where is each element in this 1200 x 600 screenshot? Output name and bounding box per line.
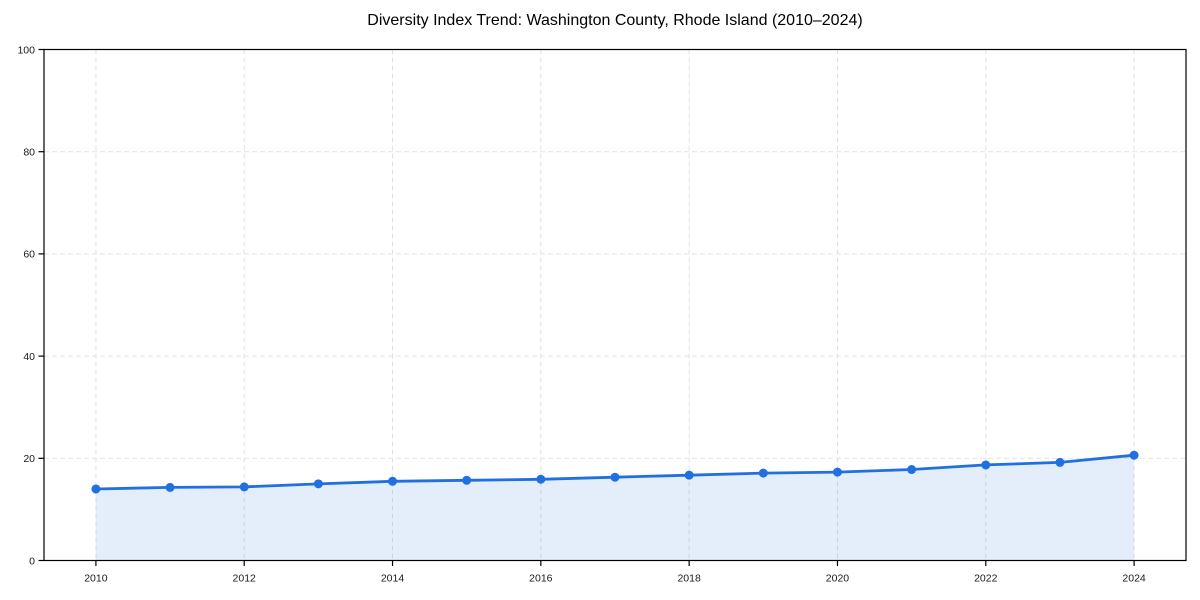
y-tick-label: 60: [23, 249, 35, 261]
y-tick-label: 80: [23, 147, 35, 159]
plot-border: [43, 48, 1187, 562]
data-point-marker: [536, 474, 546, 484]
x-tick-label: 2024: [1122, 573, 1146, 585]
x-tick-label: 2012: [233, 573, 257, 585]
x-tick-label: 2010: [84, 573, 108, 585]
x-tick-label: 2022: [974, 573, 998, 585]
y-tick-label: 40: [23, 351, 35, 363]
data-point-marker: [907, 465, 917, 475]
y-tick-label: 0: [29, 555, 35, 567]
data-point-marker: [388, 476, 398, 486]
x-tick-label: 2018: [677, 573, 701, 585]
chart-title: Diversity Index Trend: Washington County…: [367, 12, 863, 29]
data-point-marker: [91, 484, 101, 494]
data-point-marker: [684, 470, 694, 480]
data-point-marker: [610, 472, 620, 482]
x-tick-label: 2016: [529, 573, 553, 585]
data-point-marker: [239, 482, 249, 492]
data-point-marker: [832, 467, 842, 477]
data-point-marker: [758, 468, 768, 478]
data-point-marker: [462, 475, 472, 485]
data-point-marker: [1129, 450, 1139, 460]
y-tick-label: 20: [23, 453, 35, 465]
y-tick-label: 100: [17, 44, 35, 56]
data-point-marker: [165, 482, 175, 492]
x-tick-label: 2014: [381, 573, 405, 585]
data-point-marker: [1055, 457, 1065, 467]
x-tick-label: 2020: [826, 573, 850, 585]
series-area: [95, 455, 1135, 561]
data-point-marker: [313, 479, 323, 489]
data-point-marker: [981, 460, 991, 470]
